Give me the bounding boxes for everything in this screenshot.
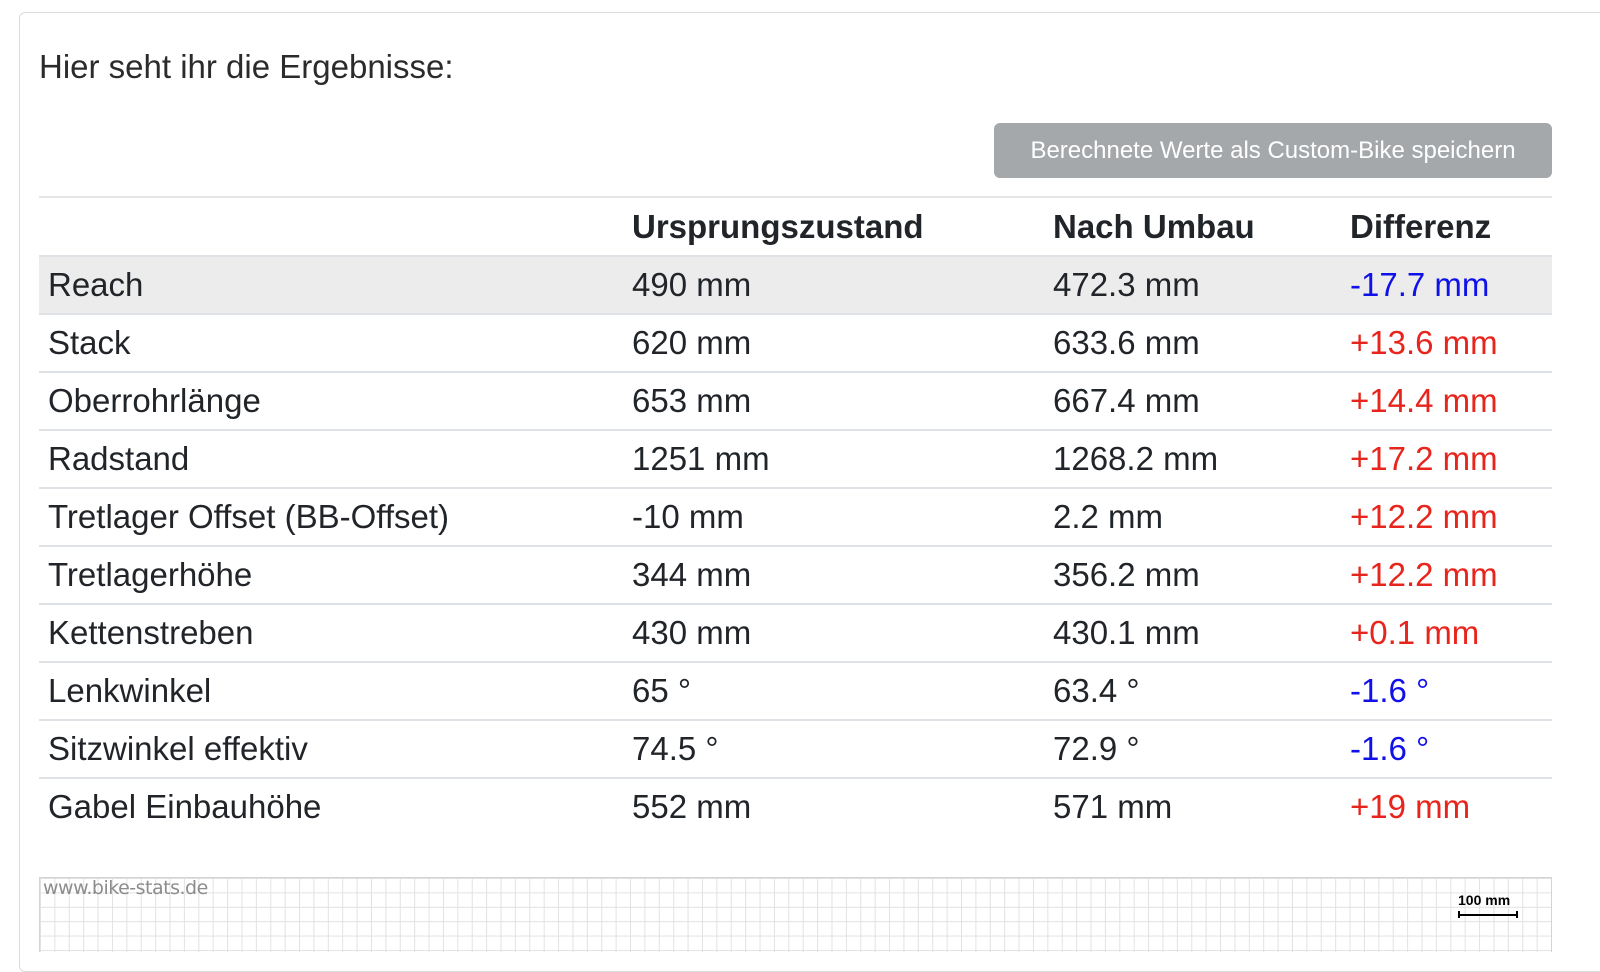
row-modified-value: 667.4 mm [1053,371,1350,430]
header-modified: Nach Umbau [1053,196,1350,257]
row-label: Lenkwinkel [39,661,632,720]
table-row: Radstand 1251 mm 1268.2 mm +17.2 mm [39,429,1552,488]
table-row: Gabel Einbauhöhe 552 mm 571 mm +19 mm [39,777,1552,835]
row-difference-value: +17.2 mm [1350,429,1552,488]
row-modified-value: 571 mm [1053,777,1350,835]
table-header-row: Ursprungszustand Nach Umbau Differenz [39,196,1552,257]
row-original-value: 620 mm [632,313,1053,372]
table-row: Oberrohrlänge 653 mm 667.4 mm +14.4 mm [39,371,1552,430]
row-difference-value: -1.6 ° [1350,661,1552,720]
row-difference-value: +12.2 mm [1350,487,1552,546]
row-difference-value: -17.7 mm [1350,255,1552,314]
row-label: Sitzwinkel effektiv [39,719,632,778]
table-row: Sitzwinkel effektiv 74.5 ° 72.9 ° -1.6 ° [39,719,1552,778]
table-row: Lenkwinkel 65 ° 63.4 ° -1.6 ° [39,661,1552,720]
row-original-value: -10 mm [632,487,1053,546]
diagram-watermark: www.bike-stats.de [43,877,208,899]
scale-label: 100 mm [1458,892,1511,908]
row-difference-value: +0.1 mm [1350,603,1552,662]
row-original-value: 74.5 ° [632,719,1053,778]
row-original-value: 552 mm [632,777,1053,835]
geometry-diagram-canvas[interactable] [39,877,1552,952]
scale-bar [1458,911,1518,918]
row-label: Gabel Einbauhöhe [39,777,632,835]
row-label: Radstand [39,429,632,488]
row-original-value: 430 mm [632,603,1053,662]
row-label: Reach [39,255,632,314]
row-modified-value: 356.2 mm [1053,545,1350,604]
table-row: Reach 490 mm 472.3 mm -17.7 mm [39,255,1552,314]
row-label: Tretlager Offset (BB-Offset) [39,487,632,546]
row-modified-value: 430.1 mm [1053,603,1350,662]
row-original-value: 490 mm [632,255,1053,314]
table-row: Tretlagerhöhe 344 mm 356.2 mm +12.2 mm [39,545,1552,604]
row-difference-value: +19 mm [1350,777,1552,835]
row-modified-value: 472.3 mm [1053,255,1350,314]
table-row: Stack 620 mm 633.6 mm +13.6 mm [39,313,1552,372]
row-label: Oberrohrlänge [39,371,632,430]
row-modified-value: 2.2 mm [1053,487,1350,546]
header-difference: Differenz [1350,196,1552,257]
geometry-results-table: Ursprungszustand Nach Umbau Differenz Re… [39,196,1552,835]
row-original-value: 653 mm [632,371,1053,430]
row-difference-value: +13.6 mm [1350,313,1552,372]
row-difference-value: +12.2 mm [1350,545,1552,604]
row-original-value: 1251 mm [632,429,1053,488]
row-difference-value: -1.6 ° [1350,719,1552,778]
results-intro-text: Hier seht ihr die Ergebnisse: [39,48,454,85]
table-row: Tretlager Offset (BB-Offset) -10 mm 2.2 mm… [39,487,1552,546]
row-label: Kettenstreben [39,603,632,662]
row-modified-value: 1268.2 mm [1053,429,1350,488]
table-body: Reach 490 mm 472.3 mm -17.7 mm Stack 620 mm 63… [39,255,1552,835]
row-modified-value: 63.4 ° [1053,661,1350,720]
row-modified-value: 633.6 mm [1053,313,1350,372]
row-label: Tretlagerhöhe [39,545,632,604]
row-difference-value: +14.4 mm [1350,371,1552,430]
save-custom-bike-button[interactable]: Berechnete Werte als Custom-Bike speiche… [994,123,1552,178]
header-original: Ursprungszustand [632,196,1053,257]
table-row: Kettenstreben 430 mm 430.1 mm +0.1 mm [39,603,1552,662]
row-original-value: 344 mm [632,545,1053,604]
row-original-value: 65 ° [632,661,1053,720]
header-label-column [39,196,632,257]
row-modified-value: 72.9 ° [1053,719,1350,778]
row-label: Stack [39,313,632,372]
